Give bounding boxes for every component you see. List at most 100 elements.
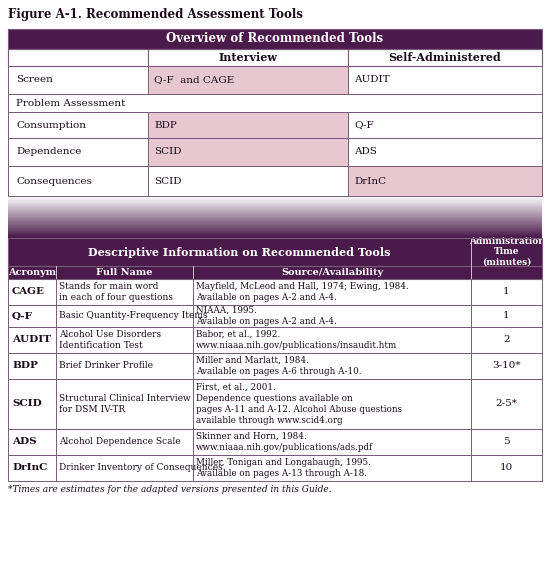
Text: 2: 2: [503, 336, 510, 345]
Text: SCID: SCID: [154, 176, 182, 186]
Text: Screen: Screen: [16, 76, 53, 84]
Text: Structural Clinical Interview
for DSM IV-TR: Structural Clinical Interview for DSM IV…: [59, 394, 191, 414]
Bar: [8, 222, 542, 223]
Text: CAGE: CAGE: [12, 288, 45, 297]
Bar: [8, 217, 542, 219]
Bar: [8, 166, 542, 196]
Text: Q-F: Q-F: [354, 121, 373, 130]
Bar: [8, 234, 542, 235]
Bar: [8, 225, 542, 226]
Bar: [8, 197, 542, 199]
Bar: [8, 230, 542, 231]
Bar: [8, 229, 542, 230]
Bar: [8, 226, 542, 227]
Text: Interview: Interview: [218, 52, 278, 63]
Text: 1: 1: [503, 312, 510, 321]
Text: BDP: BDP: [154, 121, 177, 130]
Bar: [8, 216, 542, 218]
Bar: [8, 197, 542, 198]
Bar: [8, 236, 542, 237]
Text: Alcohol Dependence Scale: Alcohol Dependence Scale: [59, 438, 180, 447]
Bar: [8, 203, 542, 205]
Bar: [8, 236, 542, 237]
Bar: [8, 305, 542, 327]
Bar: [348, 166, 542, 196]
Bar: [8, 214, 542, 215]
Bar: [8, 112, 542, 138]
Text: 3-10*: 3-10*: [492, 362, 521, 370]
Bar: [8, 202, 542, 203]
Text: 5: 5: [503, 438, 510, 447]
Text: AUDIT: AUDIT: [12, 336, 51, 345]
Bar: [8, 207, 542, 208]
Bar: [8, 112, 542, 138]
Bar: [8, 208, 542, 209]
Bar: [8, 266, 542, 279]
Bar: [148, 112, 348, 138]
Text: 10: 10: [500, 464, 513, 472]
Text: ADS: ADS: [354, 148, 377, 156]
Bar: [8, 200, 542, 202]
Bar: [8, 213, 542, 214]
Text: Problem Assessment: Problem Assessment: [16, 98, 125, 107]
Bar: [8, 226, 542, 227]
Bar: [8, 66, 542, 94]
Bar: [8, 235, 542, 236]
Bar: [8, 231, 542, 233]
Text: Stands for main word
in each of four questions: Stands for main word in each of four que…: [59, 282, 173, 302]
Text: Acronym: Acronym: [8, 268, 56, 277]
Bar: [8, 200, 542, 201]
Bar: [8, 220, 542, 221]
Bar: [8, 305, 542, 327]
Bar: [8, 230, 542, 231]
Bar: [8, 205, 542, 206]
Text: 1: 1: [503, 288, 510, 297]
Text: Drinker Inventory of Consequences: Drinker Inventory of Consequences: [59, 464, 223, 472]
Bar: [8, 233, 542, 234]
Text: 2-5*: 2-5*: [496, 400, 518, 408]
Bar: [148, 66, 348, 94]
Text: Self-Administered: Self-Administered: [389, 52, 502, 63]
Text: Administration
Time
(minutes): Administration Time (minutes): [469, 237, 544, 267]
Text: Basic Quantity-Frequency Items: Basic Quantity-Frequency Items: [59, 312, 208, 321]
Bar: [8, 237, 542, 238]
Bar: [8, 327, 542, 353]
Bar: [8, 204, 542, 205]
Bar: [8, 455, 542, 481]
Bar: [8, 223, 542, 224]
Text: First, et al., 2001.
Dependence questions available on
pages A-11 and A-12. Alco: First, et al., 2001. Dependence question…: [196, 383, 402, 425]
Text: DrInC: DrInC: [354, 176, 386, 186]
Text: Babor, et al., 1992.
www.niaaa.nih.gov/publications/insaudit.htm: Babor, et al., 1992. www.niaaa.nih.gov/p…: [196, 330, 397, 350]
Bar: [8, 429, 542, 455]
Text: SCID: SCID: [12, 400, 42, 408]
Text: Dependence: Dependence: [16, 148, 81, 156]
Text: *Times are estimates for the adapted versions presented in this Guide.: *Times are estimates for the adapted ver…: [8, 485, 332, 494]
Text: Consequences: Consequences: [16, 176, 92, 186]
Text: Overview of Recommended Tools: Overview of Recommended Tools: [167, 32, 383, 46]
Bar: [8, 94, 542, 112]
Bar: [8, 238, 542, 266]
Bar: [8, 198, 542, 199]
Text: Full Name: Full Name: [96, 268, 153, 277]
Text: Mayfield, McLeod and Hall, 1974; Ewing, 1984.
Available on pages A-2 and A-4.: Mayfield, McLeod and Hall, 1974; Ewing, …: [196, 282, 409, 302]
Bar: [8, 232, 542, 233]
Bar: [8, 207, 542, 209]
Text: Q-F  and CAGE: Q-F and CAGE: [154, 76, 234, 84]
Bar: [8, 209, 542, 210]
Text: NIAAA, 1995.
Available on pages A-2 and A-4.: NIAAA, 1995. Available on pages A-2 and …: [196, 306, 337, 326]
Bar: [8, 66, 542, 94]
Bar: [8, 224, 542, 226]
Bar: [8, 233, 542, 234]
Bar: [8, 49, 542, 66]
Bar: [8, 201, 542, 202]
Bar: [8, 210, 542, 212]
Bar: [8, 203, 542, 204]
Bar: [8, 219, 542, 220]
Bar: [8, 211, 542, 212]
Bar: [8, 29, 542, 49]
Bar: [8, 429, 542, 455]
Bar: [8, 206, 542, 207]
Bar: [8, 166, 542, 196]
Bar: [8, 222, 542, 223]
Bar: [8, 212, 542, 213]
